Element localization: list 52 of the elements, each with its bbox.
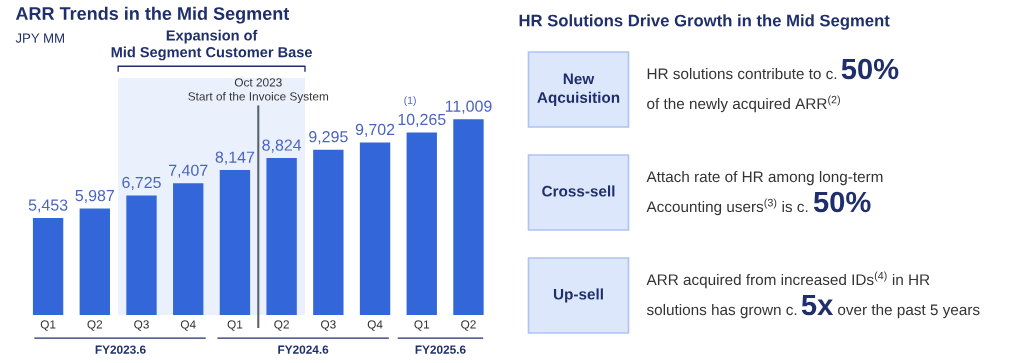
text: Accounting users$^{(3)}$ is c. bbox=[646, 198, 808, 216]
text: HR solutions contribute to c. bbox=[647, 67, 837, 80]
bar bbox=[219, 170, 251, 316]
text: FY2023.6 bbox=[95, 345, 146, 354]
data-label: 5,453 bbox=[28, 199, 68, 213]
data-label: 8,824 bbox=[262, 139, 302, 153]
text: FY2024.6 bbox=[278, 345, 329, 354]
bar bbox=[79, 208, 110, 316]
text: 50% bbox=[841, 58, 899, 80]
chart-subtitle: JPY MM bbox=[15, 33, 64, 43]
x-tick-label: Q4 bbox=[180, 320, 196, 331]
text: Up-sell bbox=[553, 288, 603, 303]
data-label: 8,147 bbox=[215, 151, 255, 165]
data-label: 6,725 bbox=[122, 176, 161, 190]
text: 50% bbox=[813, 191, 871, 213]
text: (1) bbox=[404, 96, 416, 107]
x-tick-label: Q2 bbox=[274, 320, 289, 331]
bar bbox=[453, 119, 484, 316]
x-tick-label: Q2 bbox=[461, 320, 476, 331]
bar bbox=[266, 158, 297, 316]
data-label: 7,407 bbox=[169, 164, 208, 178]
data-label: 10,265 bbox=[398, 113, 446, 127]
text: Oct 2023 Start of the Invoice System bbox=[188, 78, 329, 103]
text: HR Solutions Drive Growth in the Mid Segment bbox=[519, 14, 890, 30]
bar bbox=[173, 183, 204, 316]
x-tick-label: Q4 bbox=[367, 320, 383, 331]
x-tick-label: Q1 bbox=[40, 320, 56, 331]
data-label: 11,009 bbox=[445, 100, 492, 114]
bar bbox=[126, 195, 157, 316]
text: New Aqcuisition bbox=[537, 73, 620, 106]
x-tick-label: Q2 bbox=[87, 320, 103, 331]
text: ARR acquired from increased IDs$^{(4)}$ in HR bbox=[646, 271, 930, 289]
text: Cross-sell bbox=[542, 185, 615, 197]
text: 5x bbox=[801, 294, 834, 316]
bar bbox=[406, 132, 437, 316]
bar bbox=[313, 149, 344, 316]
text: Attach rate of HR among long-term bbox=[646, 170, 883, 186]
text: FY2025.6 bbox=[415, 345, 466, 354]
data-label: 9,702 bbox=[355, 123, 395, 137]
chart-title: ARR Trends in the Mid Segment bbox=[15, 6, 290, 24]
x-tick-label: Q3 bbox=[134, 320, 149, 331]
text: solutions has grown c. bbox=[646, 303, 797, 319]
bar bbox=[32, 218, 64, 316]
x-tick-label: Q1 bbox=[414, 320, 430, 331]
x-tick-label: Q3 bbox=[321, 320, 336, 331]
text: of the newly acquired ARR$^{(2)}$ bbox=[647, 95, 840, 113]
text: over the past 5 years bbox=[838, 303, 980, 319]
x-tick-label: Q1 bbox=[227, 320, 243, 331]
data-label: 5,987 bbox=[75, 189, 114, 204]
text: Expansion of Mid Segment Customer Base bbox=[111, 29, 312, 61]
bar bbox=[359, 142, 391, 316]
data-label: 9,295 bbox=[309, 131, 348, 145]
